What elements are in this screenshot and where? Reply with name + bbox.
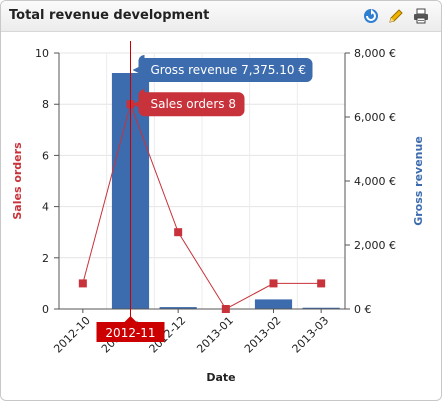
left-tick-label: 10 [35, 47, 49, 60]
x-axis-title: Date [206, 371, 235, 384]
right-tick-label: 8,000 € [354, 47, 396, 60]
point-sales-orders [270, 279, 278, 287]
x-tick-label: 2013-03 [290, 314, 332, 356]
right-axis-title: Gross revenue [412, 136, 425, 226]
point-sales-orders [222, 305, 230, 313]
left-tick-label: 6 [42, 149, 49, 162]
refresh-icon[interactable] [362, 7, 380, 25]
tooltip-revenue-text: Gross revenue 7,375.10 € [151, 63, 306, 77]
point-sales-orders [317, 279, 325, 287]
left-tick-label: 8 [42, 98, 49, 111]
right-tick-label: 0 € [354, 303, 372, 316]
widget-title: Total revenue development [9, 8, 209, 23]
left-axis-title: Sales orders [11, 142, 24, 220]
widget-header: Total revenue development [1, 1, 441, 32]
tooltip-orders-text: Sales orders 8 [151, 97, 236, 111]
left-tick-label: 2 [42, 252, 49, 265]
left-tick-label: 4 [42, 201, 49, 214]
combo-chart: 0 2 4 6 8 10 0 € 2,000 € 4,000 € 6,000 € 8,000 € 20… [1, 33, 441, 399]
bar-gross-revenue [255, 299, 292, 309]
right-tick-label: 2,000 € [354, 239, 396, 252]
x-tick-label: 2013-01 [194, 314, 236, 356]
x-tick-label: 2013-02 [242, 314, 284, 356]
point-sales-orders [174, 228, 182, 236]
x-tick-label: 2012-10 [51, 314, 93, 356]
right-tick-label: 4,000 € [354, 175, 396, 188]
left-tick-label: 0 [42, 303, 49, 316]
x-hover-label: 2012-11 [105, 326, 155, 340]
right-tick-label: 6,000 € [354, 111, 396, 124]
printer-icon[interactable] [412, 7, 430, 25]
pencil-icon[interactable] [387, 7, 405, 25]
point-sales-orders [79, 279, 87, 287]
